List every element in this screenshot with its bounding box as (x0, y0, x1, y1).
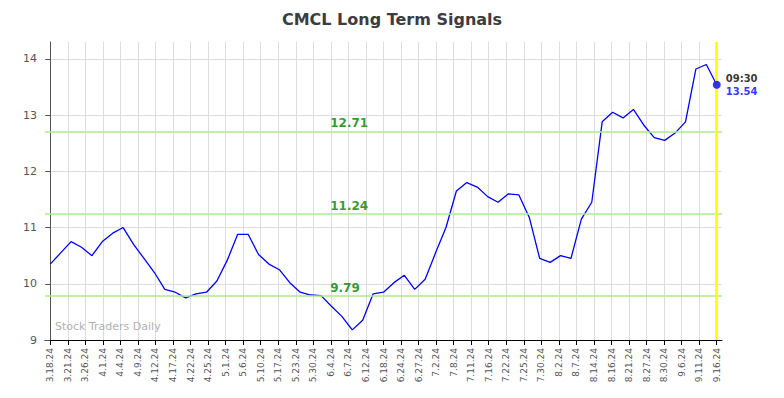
svg-text:5.23.24: 5.23.24 (291, 348, 301, 383)
svg-text:3.18.24: 3.18.24 (45, 348, 55, 383)
svg-text:7.2.24: 7.2.24 (431, 348, 441, 377)
svg-text:4.25.24: 4.25.24 (203, 348, 213, 383)
svg-text:6.7.24: 6.7.24 (343, 348, 353, 377)
svg-text:8.14.24: 8.14.24 (589, 348, 599, 383)
svg-text:14: 14 (23, 52, 37, 65)
svg-text:Stock Traders Daily: Stock Traders Daily (55, 320, 161, 333)
svg-text:11: 11 (23, 221, 37, 234)
svg-text:7.25.24: 7.25.24 (519, 348, 529, 383)
svg-text:6.27.24: 6.27.24 (414, 348, 424, 383)
svg-text:7.22.24: 7.22.24 (501, 348, 511, 383)
svg-text:CMCL Long Term Signals: CMCL Long Term Signals (282, 10, 502, 29)
svg-text:8.16.24: 8.16.24 (607, 348, 617, 383)
svg-text:13.54: 13.54 (726, 86, 758, 97)
svg-text:6.12.24: 6.12.24 (361, 348, 371, 383)
svg-text:6.18.24: 6.18.24 (379, 348, 389, 383)
svg-text:4.1.24: 4.1.24 (98, 348, 108, 377)
svg-text:6.4.24: 6.4.24 (326, 348, 336, 377)
svg-text:8.2.24: 8.2.24 (554, 348, 564, 377)
svg-text:4.4.24: 4.4.24 (115, 348, 125, 377)
svg-text:4.9.24: 4.9.24 (133, 348, 143, 377)
svg-text:9.79: 9.79 (330, 281, 360, 295)
svg-text:8.27.24: 8.27.24 (642, 348, 652, 383)
svg-text:6.24.24: 6.24.24 (396, 348, 406, 383)
svg-text:5.1.24: 5.1.24 (221, 348, 231, 377)
svg-text:8.21.24: 8.21.24 (624, 348, 634, 383)
svg-text:9.6.24: 9.6.24 (677, 348, 687, 377)
svg-text:7.16.24: 7.16.24 (484, 348, 494, 383)
svg-text:3.21.24: 3.21.24 (63, 348, 73, 383)
svg-text:7.11.24: 7.11.24 (466, 348, 476, 383)
svg-text:7.30.24: 7.30.24 (536, 348, 546, 383)
svg-text:4.22.24: 4.22.24 (186, 348, 196, 383)
svg-text:12.71: 12.71 (330, 116, 368, 130)
svg-text:11.24: 11.24 (330, 199, 368, 213)
svg-text:9.16.24: 9.16.24 (712, 348, 722, 383)
svg-text:5.10.24: 5.10.24 (256, 348, 266, 383)
svg-text:5.17.24: 5.17.24 (273, 348, 283, 383)
svg-text:4.12.24: 4.12.24 (150, 348, 160, 383)
svg-text:8.30.24: 8.30.24 (659, 348, 669, 383)
svg-text:5.30.24: 5.30.24 (308, 348, 318, 383)
svg-text:12: 12 (23, 165, 37, 178)
svg-text:09:30: 09:30 (726, 73, 758, 84)
svg-text:4.17.24: 4.17.24 (168, 348, 178, 383)
svg-text:9: 9 (30, 334, 37, 347)
svg-text:8.7.24: 8.7.24 (571, 348, 581, 377)
svg-text:9.11.24: 9.11.24 (694, 348, 704, 383)
svg-text:13: 13 (23, 109, 37, 122)
svg-text:10: 10 (23, 277, 37, 290)
svg-text:5.6.24: 5.6.24 (238, 348, 248, 377)
svg-text:7.8.24: 7.8.24 (449, 348, 459, 377)
svg-text:3.26.24: 3.26.24 (80, 348, 90, 383)
